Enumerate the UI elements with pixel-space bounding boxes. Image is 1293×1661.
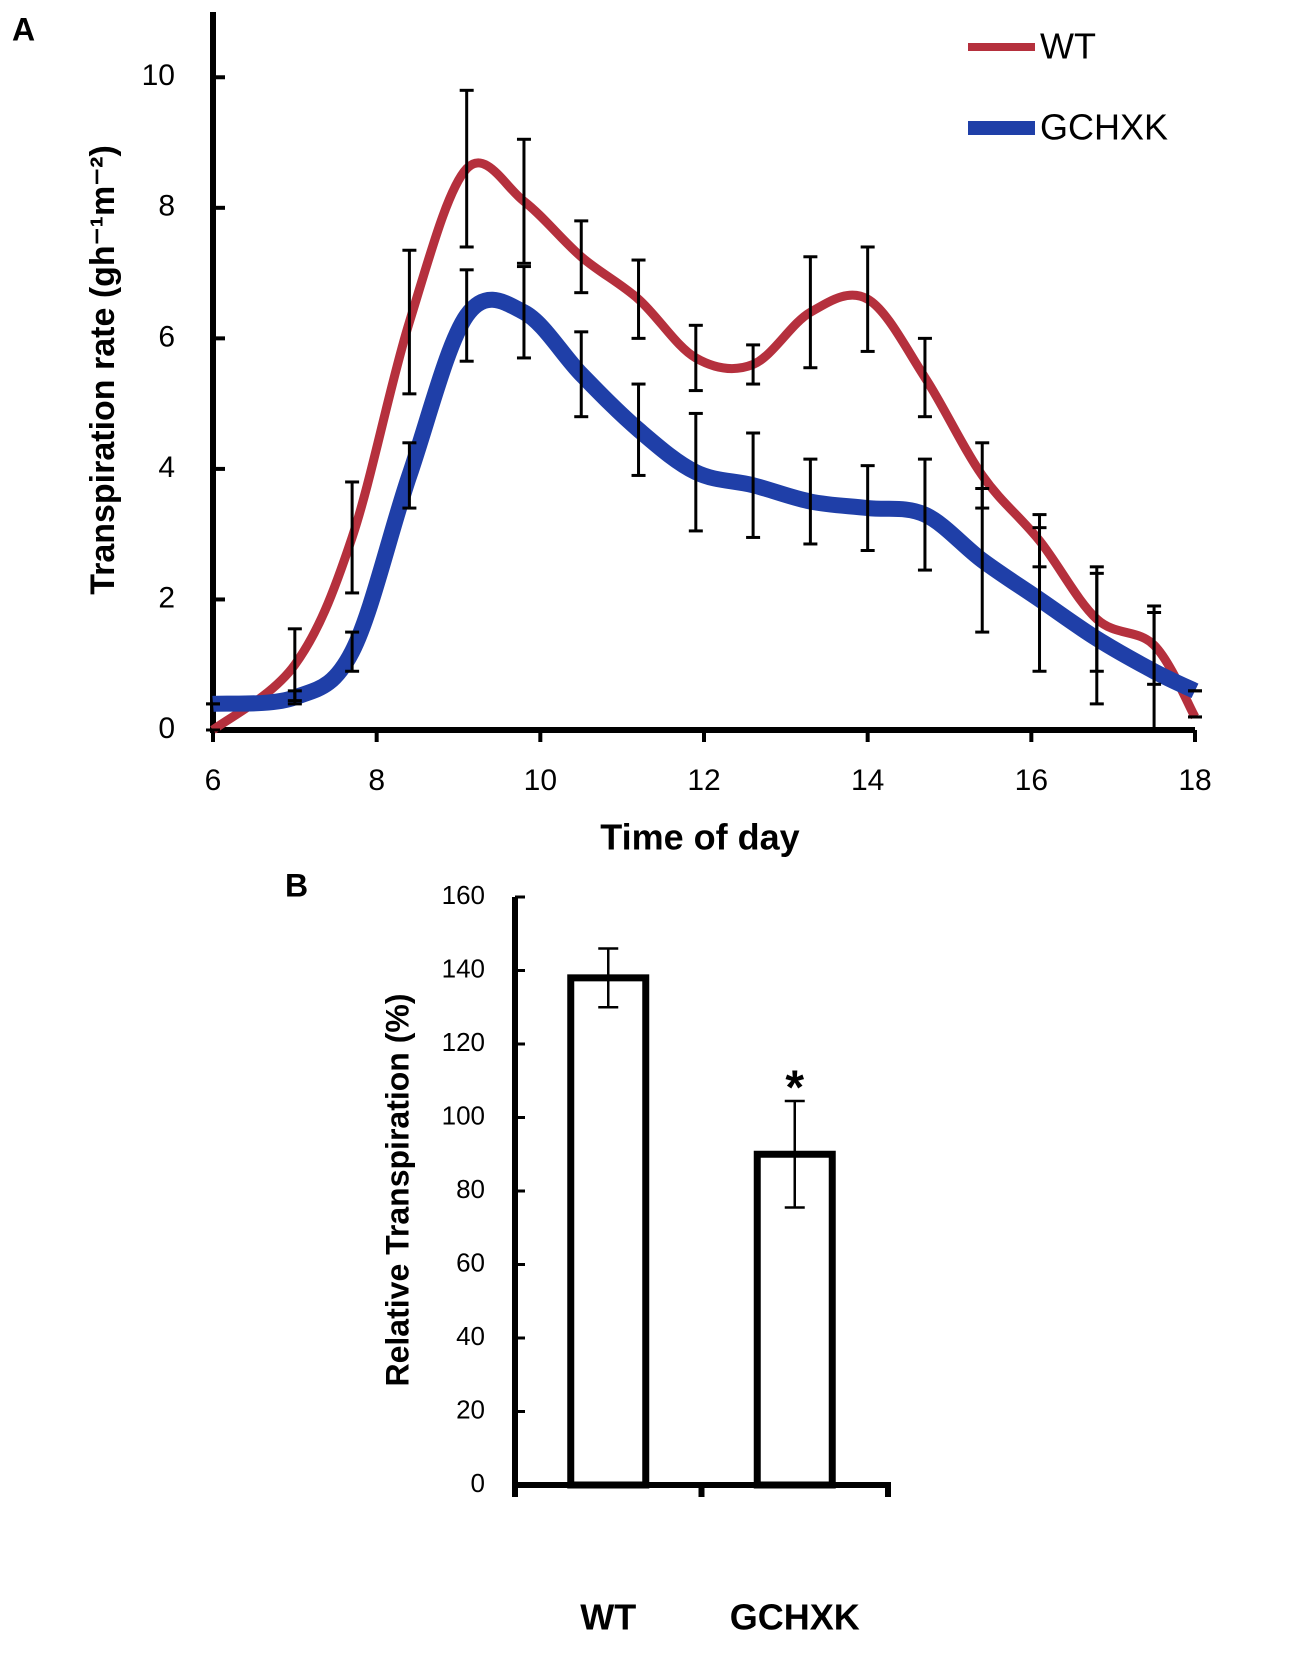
error-bar [1147, 611, 1162, 732]
y-tick-label: 40 [456, 1321, 485, 1351]
error-bar [516, 265, 531, 360]
error-bar [975, 486, 990, 634]
error-bar [688, 323, 703, 393]
error-bar [574, 219, 589, 295]
error-bar [860, 464, 875, 552]
y-tick-label: 6 [158, 320, 175, 353]
x-tick-label: 16 [1015, 764, 1048, 797]
x-tick-label: WT [580, 1597, 636, 1638]
y-tick-label: 120 [442, 1027, 485, 1057]
x-tick-label: 8 [368, 764, 385, 797]
x-tick-label: GCHXK [730, 1597, 860, 1638]
error-bar [917, 336, 932, 419]
x-tick-label: 12 [687, 764, 720, 797]
panel-label: A [12, 11, 35, 47]
bar [567, 974, 650, 1489]
y-tick-label: 160 [442, 880, 485, 910]
y-tick-label: 4 [158, 451, 175, 484]
error-bar [459, 88, 474, 249]
x-tick-label: 6 [205, 764, 222, 797]
y-axis-label: Relative Transpiration (%) [379, 994, 415, 1387]
panel-label: B [285, 867, 308, 903]
error-bar [574, 330, 589, 419]
y-tick-label: 100 [442, 1100, 485, 1130]
x-axis-label: Time of day [600, 817, 799, 858]
error-bar [631, 258, 646, 340]
y-axis-label: Transpiration rate (gh⁻¹m⁻²) [84, 145, 122, 595]
legend-label: GCHXK [1040, 107, 1168, 148]
y-tick-label: 60 [456, 1247, 485, 1277]
error-bar [631, 382, 646, 477]
y-tick-label: 2 [158, 581, 175, 614]
error-bar [402, 441, 417, 510]
y-tick-label: 80 [456, 1174, 485, 1204]
error-bar [803, 255, 818, 370]
error-bar [784, 1099, 805, 1209]
y-tick-label: 140 [442, 953, 485, 983]
x-tick-label: 14 [851, 764, 884, 797]
error-bar [598, 947, 619, 1009]
error-bar [1089, 571, 1104, 706]
error-bar [803, 457, 818, 546]
legend-label: WT [1040, 26, 1096, 67]
y-tick-label: 8 [158, 190, 175, 223]
x-tick-label: 18 [1178, 764, 1211, 797]
error-bar [287, 689, 302, 706]
y-tick-label: 0 [471, 1468, 485, 1498]
error-bar [688, 411, 703, 533]
error-bar [746, 343, 761, 386]
x-tick-label: 10 [524, 764, 557, 797]
y-tick-label: 20 [456, 1394, 485, 1424]
error-bar [1032, 526, 1047, 673]
annotation: * [785, 1062, 804, 1115]
error-bar [402, 248, 417, 396]
y-tick-label: 10 [142, 59, 175, 92]
error-bar [345, 630, 360, 673]
error-bar [459, 268, 474, 363]
error-bar [345, 480, 360, 595]
error-bar [746, 431, 761, 539]
error-bar [516, 137, 531, 265]
error-bar [860, 245, 875, 353]
y-tick-label: 0 [158, 712, 175, 745]
error-bar [917, 457, 932, 572]
